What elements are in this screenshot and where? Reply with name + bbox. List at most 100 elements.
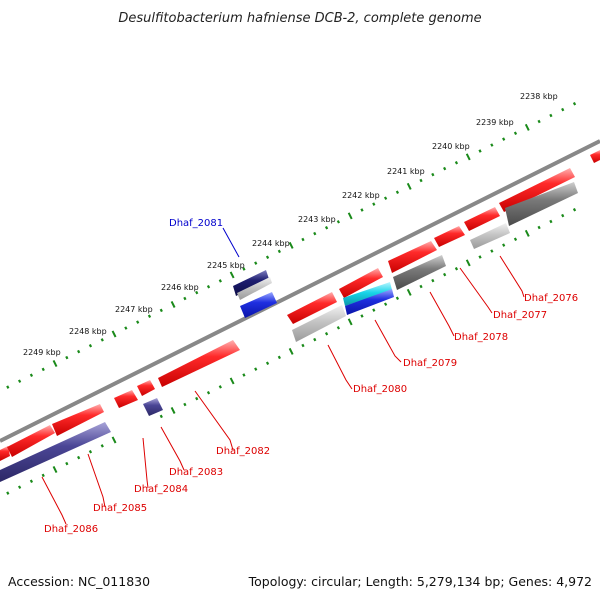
gene-block bbox=[590, 150, 600, 163]
scale-tick bbox=[29, 479, 34, 484]
genome-backbone bbox=[0, 139, 600, 443]
scale-tick bbox=[242, 267, 246, 271]
accession-text: Accession: NC_011830 bbox=[8, 574, 150, 589]
scale-tick bbox=[395, 190, 400, 195]
scale-tick bbox=[313, 337, 317, 342]
scale-tick bbox=[524, 123, 530, 131]
scale-tick bbox=[170, 300, 176, 308]
scale-tick bbox=[6, 491, 10, 495]
kbp-label: 2245 kbp bbox=[207, 261, 245, 270]
scale-tick bbox=[372, 202, 376, 206]
scale-tick bbox=[77, 349, 81, 354]
scale-tick bbox=[41, 473, 45, 478]
scale-tick bbox=[65, 355, 69, 360]
scale-tick bbox=[524, 229, 530, 237]
kbp-label: 2248 kbp bbox=[69, 327, 107, 336]
leader-line bbox=[499, 255, 525, 298]
gene-block bbox=[52, 404, 104, 436]
scale-tick bbox=[324, 331, 329, 336]
scale-tick bbox=[572, 207, 577, 212]
gene-features bbox=[0, 150, 600, 482]
scale-tick bbox=[277, 355, 281, 360]
scale-tick bbox=[465, 153, 471, 161]
scale-tick bbox=[288, 241, 294, 249]
scale-tick bbox=[41, 367, 45, 372]
leader-line bbox=[87, 453, 106, 508]
scale-tick bbox=[561, 213, 565, 218]
scale-tick bbox=[513, 131, 518, 136]
leader-line bbox=[142, 437, 149, 489]
scale-tick bbox=[324, 225, 329, 230]
leader-line bbox=[41, 476, 67, 525]
scale-tick bbox=[254, 261, 258, 265]
kbp-label: 2246 kbp bbox=[161, 283, 199, 292]
leader-line bbox=[374, 319, 402, 363]
scale-tick bbox=[384, 196, 388, 200]
scale-tick bbox=[100, 444, 104, 448]
scale-tick bbox=[111, 330, 117, 338]
scale-tick bbox=[147, 314, 152, 319]
scale-tick bbox=[77, 455, 81, 460]
scale-tick bbox=[513, 237, 518, 242]
scale-tick bbox=[265, 361, 270, 365]
scale-tick bbox=[465, 259, 471, 267]
kbp-label: 2238 kbp bbox=[520, 92, 558, 101]
leader-line bbox=[327, 344, 353, 390]
scale-tick bbox=[265, 255, 270, 259]
gene-label-dhaf-2077: Dhaf_2077 bbox=[493, 310, 547, 321]
gene-label-dhaf-2085: Dhaf_2085 bbox=[93, 503, 147, 514]
scale-tick bbox=[384, 302, 388, 306]
kbp-labels: 2238 kbp 2239 kbp 2240 kbp 2241 kbp 2242 kbp… bbox=[23, 92, 558, 357]
leader-line bbox=[194, 390, 234, 451]
tick-ring bbox=[6, 101, 577, 495]
gene-label-dhaf-2079: Dhaf_2079 bbox=[403, 358, 457, 369]
gene-label-dhaf-2081: Dhaf_2081 bbox=[169, 218, 223, 229]
scale-tick bbox=[478, 255, 482, 259]
scale-tick bbox=[254, 367, 258, 371]
scale-tick bbox=[206, 390, 211, 395]
kbp-label: 2243 kbp bbox=[298, 215, 336, 224]
scale-tick bbox=[159, 308, 163, 313]
scale-tick bbox=[419, 178, 423, 183]
gene-block bbox=[339, 268, 383, 298]
scale-tick bbox=[454, 161, 459, 165]
kbp-label: 2242 kbp bbox=[342, 191, 380, 200]
scale-tick bbox=[502, 243, 506, 247]
leader-line bbox=[429, 291, 455, 337]
scale-tick bbox=[360, 314, 364, 318]
scale-tick bbox=[288, 347, 294, 355]
scale-tick bbox=[419, 284, 423, 289]
scale-tick bbox=[183, 296, 187, 301]
scale-tick bbox=[29, 373, 34, 378]
gene-block bbox=[240, 292, 277, 318]
map-title: Desulfitobacterium hafniense DCB-2, comp… bbox=[118, 11, 481, 26]
kbp-label: 2239 kbp bbox=[476, 118, 514, 127]
scale-tick bbox=[313, 231, 317, 236]
scale-tick bbox=[159, 414, 163, 419]
scale-tick bbox=[18, 485, 22, 489]
gene-block bbox=[287, 292, 337, 324]
gene-block bbox=[237, 277, 272, 300]
scale-tick bbox=[490, 249, 494, 253]
leader-line bbox=[160, 426, 185, 471]
leader-line bbox=[222, 227, 240, 258]
scale-tick bbox=[443, 272, 447, 277]
scale-tick bbox=[431, 278, 435, 283]
gene-block bbox=[114, 390, 138, 408]
gene-block bbox=[137, 380, 155, 396]
scale-tick bbox=[111, 436, 117, 444]
scale-tick bbox=[229, 271, 235, 279]
scale-tick bbox=[347, 212, 353, 220]
scale-tick bbox=[277, 249, 281, 254]
scale-tick bbox=[218, 279, 222, 283]
scale-tick bbox=[52, 465, 58, 473]
gene-label-dhaf-2084: Dhaf_2084 bbox=[134, 484, 188, 495]
label-leaders bbox=[41, 227, 525, 525]
gene-block bbox=[0, 446, 10, 461]
gene-block bbox=[345, 289, 394, 315]
scale-tick bbox=[372, 308, 376, 312]
gene-block bbox=[343, 282, 392, 306]
kbp-label: 2240 kbp bbox=[432, 142, 470, 151]
gene-block bbox=[499, 168, 575, 212]
